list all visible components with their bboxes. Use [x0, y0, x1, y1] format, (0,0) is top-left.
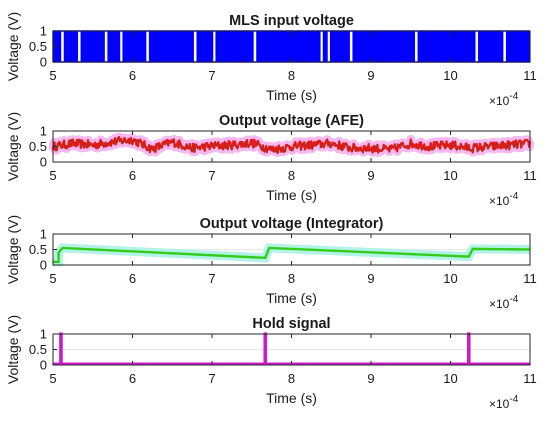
- x-tick-label: 11: [523, 68, 537, 83]
- x-exponent-label: ×10-4: [489, 191, 519, 208]
- x-tick-label: 11: [523, 371, 537, 386]
- subplot-title: Hold signal: [252, 316, 330, 332]
- x-tick-label: 5: [49, 271, 56, 286]
- y-tick-label: 1: [40, 124, 47, 139]
- hold-pulse: [59, 332, 63, 365]
- subplot-4: 5 6 7 8 9 10 11 00.51 Hold signal Time (s) Voltage…: [5, 315, 537, 411]
- y-axis-label: Voltage (V): [5, 112, 21, 181]
- x-axis-label: Time (s): [266, 187, 317, 203]
- subplot-3: 5 6 7 8 9 10 11 00.51 Output voltage (Integrator…: [5, 215, 537, 311]
- series-plot: [53, 243, 531, 267]
- afe-filtered-line: [52, 137, 531, 156]
- subplot-1: 5 6 7 8 9 10 11 00.51 MLS input voltage Time (s) V…: [5, 12, 537, 108]
- y-tick-label: 0: [40, 55, 47, 70]
- subplot-title: Output voltage (AFE): [219, 113, 364, 129]
- y-tick-label: 0: [40, 358, 47, 373]
- hold-pulse: [466, 332, 471, 365]
- y-tick-label: 0.5: [29, 39, 47, 54]
- x-tick-label: 7: [208, 371, 215, 386]
- series-plot: [52, 30, 531, 63]
- x-tick-label: 10: [443, 168, 457, 183]
- y-tick-label: 0.5: [29, 242, 47, 257]
- x-tick-label: 8: [288, 68, 295, 83]
- x-axis-label: Time (s): [266, 290, 317, 306]
- x-tick-label: 10: [443, 68, 457, 83]
- x-tick-label: 5: [49, 168, 56, 183]
- x-tick-label: 9: [367, 371, 374, 386]
- hold-pulse: [263, 332, 268, 365]
- y-tick-label: 0: [40, 258, 47, 273]
- y-tick-label: 1: [40, 227, 47, 242]
- x-tick-label: 6: [129, 371, 136, 386]
- x-tick-label: 7: [208, 271, 215, 286]
- x-tick-label: 6: [129, 168, 136, 183]
- x-tick-label: 11: [523, 168, 537, 183]
- x-exponent-label: ×10-4: [489, 294, 519, 311]
- y-tick-label: 0.5: [29, 342, 47, 357]
- y-axis-label: Voltage (V): [5, 12, 21, 81]
- x-exponent-label: ×10-4: [489, 91, 519, 108]
- x-tick-label: 7: [208, 68, 215, 83]
- x-axis-label: Time (s): [266, 390, 317, 406]
- x-tick-label: 5: [49, 371, 56, 386]
- integrator-output-line: [53, 246, 531, 264]
- x-tick-label: 7: [208, 168, 215, 183]
- subplot-2: 5 6 7 8 9 10 11 00.51 Output voltage (AFE) Time (…: [5, 112, 537, 208]
- x-tick-label: 8: [288, 168, 295, 183]
- x-tick-label: 11: [523, 271, 537, 286]
- subplot-title: Output voltage (Integrator): [200, 216, 384, 232]
- mls-signal-line: [52, 31, 531, 62]
- x-tick-label: 9: [367, 68, 374, 83]
- y-tick-label: 0.5: [29, 139, 47, 154]
- y-axis-label: Voltage (V): [5, 315, 21, 384]
- x-tick-label: 8: [288, 271, 295, 286]
- y-tick-label: 1: [40, 327, 47, 342]
- x-exponent-label: ×10-4: [489, 394, 519, 411]
- x-tick-label: 9: [367, 168, 374, 183]
- x-tick-label: 9: [367, 271, 374, 286]
- y-tick-label: 0: [40, 155, 47, 170]
- x-tick-label: 8: [288, 371, 295, 386]
- series-plot: [48, 132, 535, 158]
- y-tick-label: 1: [40, 24, 47, 39]
- x-axis-label: Time (s): [266, 87, 317, 103]
- x-tick-label: 10: [443, 371, 457, 386]
- x-tick-label: 6: [129, 271, 136, 286]
- y-axis-label: Voltage (V): [5, 215, 21, 284]
- subplot-title: MLS input voltage: [229, 13, 354, 29]
- x-tick-label: 5: [49, 68, 56, 83]
- x-tick-label: 10: [443, 271, 457, 286]
- x-tick-label: 6: [129, 68, 136, 83]
